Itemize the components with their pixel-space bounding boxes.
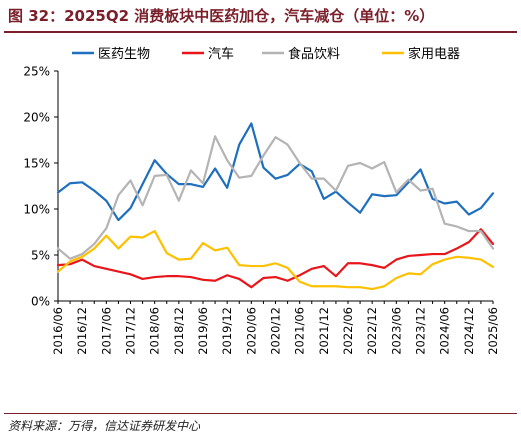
- x-tick-label: 2018/12: [172, 307, 186, 355]
- y-tick-label: 25%: [23, 65, 50, 79]
- x-tick-label: 2019/06: [196, 307, 210, 355]
- x-tick-label: 2025/06: [486, 307, 500, 355]
- x-tick-label: 2021/12: [317, 307, 331, 355]
- x-tick-label: 2017/12: [124, 307, 138, 355]
- x-tick-label: 2023/06: [389, 307, 403, 355]
- series-line-2: [56, 228, 495, 289]
- series-line-3: [56, 135, 495, 260]
- line-chart: 医药生物 汽车 食品饮料 家用电器 0%5%10%15%20%25% 2016/06 2…: [23, 46, 500, 355]
- x-tick-label: 2016/06: [51, 307, 65, 355]
- x-tick-label: 2022/12: [365, 307, 379, 355]
- x-tick-label: 2021/06: [293, 307, 307, 355]
- series-line-4: [56, 229, 495, 291]
- series-line-1: [56, 122, 495, 222]
- y-tick-label: 0%: [31, 295, 50, 309]
- y-tick-label: 10%: [23, 203, 50, 217]
- figure-title: 图 32：2025Q2 消费板块中医药加仓，汽车减仓（单位：%）: [8, 7, 435, 25]
- y-tick-label: 15%: [23, 157, 50, 171]
- legend-label: 医药生物: [98, 47, 150, 62]
- x-tick-label: 2024/06: [438, 307, 452, 355]
- title-divider: [4, 31, 517, 33]
- x-tick-label: 2024/12: [462, 307, 476, 355]
- chart-legend: 医药生物 汽车 食品饮料 家用电器: [72, 46, 460, 62]
- legend-label: 汽车: [208, 46, 234, 62]
- legend-label: 家用电器: [408, 46, 460, 62]
- source-note: 资料来源：万得，信达证券研发中心: [8, 419, 201, 433]
- legend-label: 食品饮料: [288, 46, 340, 62]
- source-divider: [4, 413, 517, 414]
- plot-area: [56, 122, 495, 291]
- x-tick-label: 2018/06: [148, 307, 162, 355]
- y-axis: 0% 5% 10% 15% 20% 25%: [23, 65, 59, 309]
- x-tick-label: 2016/12: [75, 307, 89, 355]
- x-tick-label: 2017/06: [99, 307, 113, 355]
- x-tick-label: 2020/12: [269, 307, 283, 355]
- y-tick-label: 20%: [23, 111, 50, 125]
- x-axis: 2016/06 2016/12 2017/06 2017/12 2018/06 2018/…: [51, 300, 500, 355]
- x-tick-label: 2022/06: [341, 307, 355, 355]
- x-tick-label: 2023/12: [414, 307, 428, 355]
- x-tick-label: 2020/06: [244, 307, 258, 355]
- y-tick-label: 5%: [31, 249, 50, 263]
- x-tick-label: 2019/12: [220, 307, 234, 355]
